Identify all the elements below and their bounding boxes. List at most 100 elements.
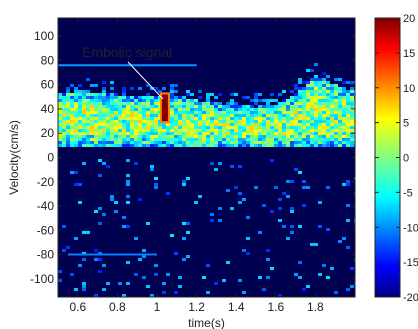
heatmap-cell	[310, 102, 314, 105]
heatmap-cell	[186, 105, 190, 108]
heatmap-cell	[334, 96, 338, 99]
heatmap-cell	[262, 117, 266, 120]
heatmap-cell	[198, 129, 202, 132]
heatmap-cell	[314, 120, 318, 123]
heatmap-cell	[190, 141, 194, 144]
heatmap-cell	[266, 111, 270, 114]
heatmap-cell	[274, 120, 278, 123]
heatmap-cell	[350, 108, 354, 111]
heatmap-cell	[322, 132, 326, 135]
heatmap-cell	[66, 105, 70, 108]
heatmap-cell	[270, 111, 274, 114]
heatmap-cell	[98, 159, 102, 162]
heatmap-cell	[78, 90, 82, 93]
heatmap-cell	[326, 93, 330, 96]
heatmap-cell	[158, 132, 162, 135]
heatmap-cell	[294, 114, 298, 117]
heatmap-cell	[250, 120, 254, 123]
heatmap-cell	[286, 114, 290, 117]
heatmap-cell	[222, 138, 226, 141]
heatmap-cell	[290, 96, 294, 99]
heatmap-cell	[154, 264, 158, 267]
heatmap-cell	[78, 264, 82, 267]
heatmap-cell	[70, 117, 74, 120]
heatmap-cell	[266, 141, 270, 144]
heatmap-cell	[294, 126, 298, 129]
heatmap-cell	[94, 111, 98, 114]
heatmap-cell	[218, 162, 222, 165]
heatmap-cell	[162, 141, 166, 144]
heatmap-cell	[70, 99, 74, 102]
heatmap-cell	[310, 123, 314, 126]
heatmap-cell	[298, 99, 302, 102]
heatmap-cell	[186, 138, 190, 141]
heatmap-cell	[218, 219, 222, 222]
heatmap-cell	[74, 96, 78, 99]
heatmap-cell	[314, 135, 318, 138]
heatmap-cell	[118, 282, 122, 285]
heatmap-cell	[210, 138, 214, 141]
heatmap-cell	[338, 144, 342, 147]
heatmap-cell	[302, 180, 306, 183]
heatmap-cell	[290, 111, 294, 114]
heatmap-cell	[306, 93, 310, 96]
heatmap-cell	[278, 120, 282, 123]
heatmap-cell	[98, 132, 102, 135]
heatmap-cell	[278, 123, 282, 126]
heatmap-cell	[122, 111, 126, 114]
heatmap-cell	[134, 132, 138, 135]
heatmap-cell	[130, 138, 134, 141]
heatmap-cell	[254, 135, 258, 138]
heatmap-cell	[250, 144, 254, 147]
heatmap-cell	[206, 141, 210, 144]
heatmap-cell	[306, 114, 310, 117]
heatmap-cells	[58, 63, 355, 297]
heatmap-cell	[322, 120, 326, 123]
heatmap-cell	[278, 135, 282, 138]
heatmap-cell	[282, 135, 286, 138]
heatmap-cell	[126, 108, 130, 111]
heatmap-cell	[282, 129, 286, 132]
heatmap-cell	[258, 114, 262, 117]
heatmap-cell	[310, 129, 314, 132]
heatmap-cell	[258, 138, 262, 141]
heatmap-cell	[334, 78, 338, 81]
heatmap-cell	[326, 114, 330, 117]
heatmap-cell	[58, 105, 62, 108]
heatmap-cell	[190, 117, 194, 120]
heatmap-cell	[314, 63, 318, 66]
heatmap-cell	[178, 114, 182, 117]
heatmap-cell	[138, 87, 142, 90]
heatmap-cell	[66, 111, 70, 114]
heatmap-cell	[222, 279, 226, 282]
heatmap-cell	[266, 108, 270, 111]
heatmap-cell	[198, 135, 202, 138]
heatmap-cell	[90, 126, 94, 129]
heatmap-cell	[170, 138, 174, 141]
heatmap-cell	[338, 90, 342, 93]
heatmap-cell	[118, 117, 122, 120]
heatmap-cell	[186, 108, 190, 111]
heatmap-cell	[62, 138, 66, 141]
heatmap-cell	[294, 138, 298, 141]
heatmap-cell	[134, 273, 138, 276]
heatmap-cell	[346, 141, 350, 144]
heatmap-cell	[346, 99, 350, 102]
heatmap-cell	[170, 105, 174, 108]
heatmap-cell	[274, 123, 278, 126]
heatmap-cell	[346, 180, 350, 183]
heatmap-cell	[102, 144, 106, 147]
heatmap-cell	[214, 126, 218, 129]
heatmap-cell	[82, 258, 86, 261]
heatmap-cell	[174, 132, 178, 135]
heatmap-cell	[234, 108, 238, 111]
heatmap-cell	[206, 132, 210, 135]
heatmap-cell	[206, 135, 210, 138]
heatmap-cell	[330, 111, 334, 114]
heatmap-cell	[270, 141, 274, 144]
heatmap-cell	[138, 123, 142, 126]
heatmap-cell	[66, 117, 70, 120]
heatmap-cell	[198, 120, 202, 123]
heatmap-cell	[230, 135, 234, 138]
heatmap-cell	[298, 102, 302, 105]
